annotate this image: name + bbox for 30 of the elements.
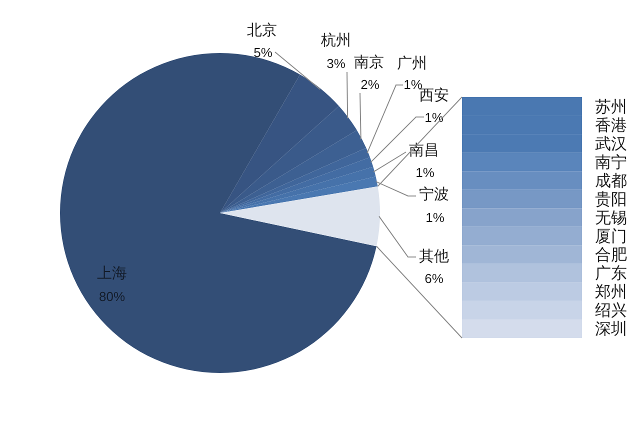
y-tick-label: 郑州 bbox=[595, 283, 627, 302]
data-label: 80% bbox=[98, 289, 126, 304]
y-tick-label: 武汉 bbox=[595, 134, 627, 153]
slice-label: 上海 bbox=[97, 265, 127, 282]
y-tick-label: 苏州 bbox=[595, 98, 627, 116]
y-tick-label: 成都 bbox=[595, 172, 627, 190]
y-tick-label: 无锡 bbox=[595, 210, 627, 227]
y-tick-label: 合肥 bbox=[595, 246, 627, 264]
y-tick-label: 绍兴 bbox=[595, 302, 627, 320]
y-tick-label: 厦门 bbox=[595, 228, 627, 246]
slice-label: 北京 bbox=[247, 22, 277, 39]
y-tick-label: 广东 bbox=[595, 264, 627, 283]
data-label: 2% bbox=[360, 77, 380, 92]
slice-label: 杭州 bbox=[320, 32, 351, 49]
data-label: 1% bbox=[416, 165, 435, 180]
y-tick-label: 深圳 bbox=[595, 320, 627, 338]
y-tick-label: 贵阳 bbox=[595, 190, 627, 208]
slice-label: 广州 bbox=[397, 55, 427, 72]
slice-label: 其他 bbox=[419, 248, 449, 265]
slice-label: 西安 bbox=[419, 87, 449, 104]
data-label: 1% bbox=[426, 210, 445, 225]
slice-label: 南昌 bbox=[409, 142, 439, 159]
data-label: 5% bbox=[254, 45, 273, 60]
data-label: 1% bbox=[424, 110, 444, 125]
y-tick-label: 南宁 bbox=[595, 153, 627, 172]
y-tick-label: 香港 bbox=[595, 116, 627, 134]
data-label: 3% bbox=[326, 56, 346, 71]
slice-label: 宁波 bbox=[419, 186, 449, 203]
data-label: 6% bbox=[424, 271, 444, 286]
slice-label: 南京 bbox=[354, 54, 384, 71]
